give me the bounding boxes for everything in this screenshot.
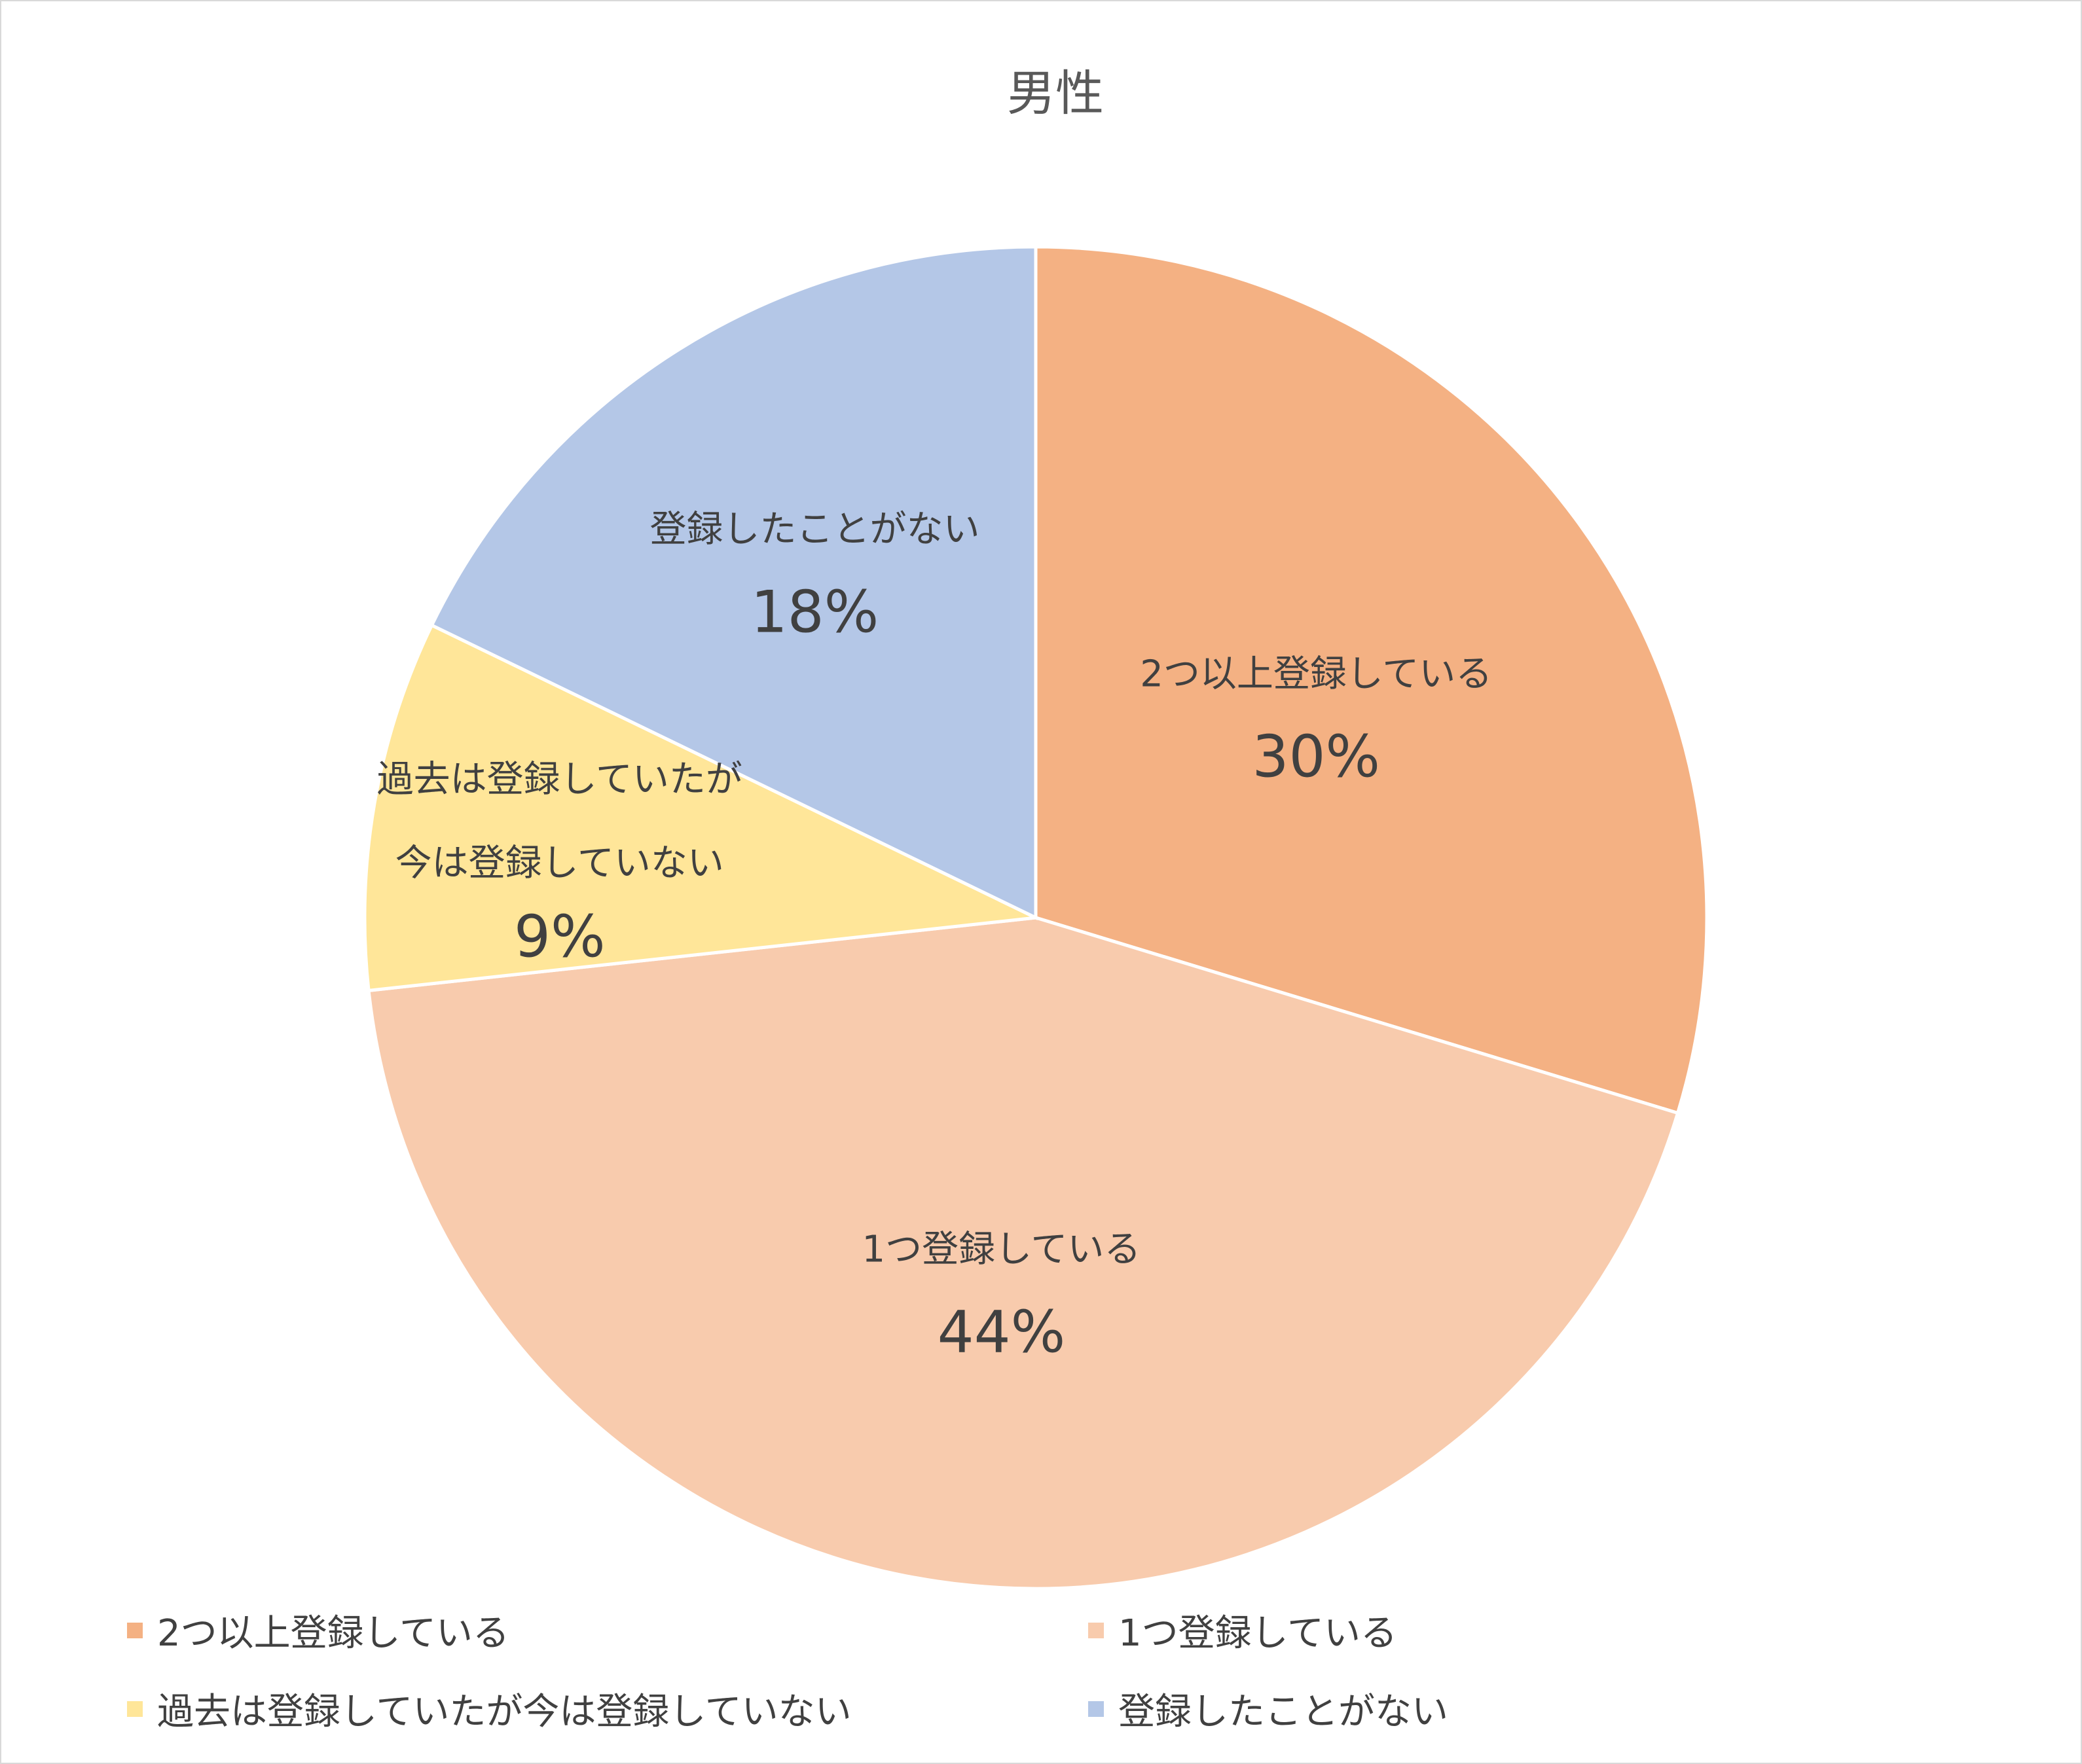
- data-label-percent-never: 18%: [751, 579, 879, 646]
- legend-label-never: 登録したことがない: [1118, 1691, 1448, 1733]
- legend-label-two-or-more: 2つ以上登録している: [157, 1612, 509, 1655]
- legend-item-previously: 過去は登録していたが今は登録していない: [127, 1682, 852, 1735]
- data-label-percent-previously: 9%: [514, 903, 606, 970]
- pie-data-labels: 2つ以上登録している 30% 1つ登録している 44% 過去は登録していたが今は登録して…: [377, 509, 1493, 1366]
- chart-title: 男性: [1007, 65, 1104, 122]
- pie-slice-one: [367, 916, 1680, 1591]
- legend-label-previously: 過去は登録していたが今は登録していない: [157, 1691, 852, 1733]
- legend-item-two-or-more: 2つ以上登録している: [127, 1604, 509, 1657]
- data-label-percent-one: 44%: [938, 1298, 1066, 1365]
- pie-slice-never: [429, 245, 1038, 920]
- legend-swatch-two-or-more: [127, 1622, 143, 1638]
- legend-item-never: 登録したことがない: [1088, 1682, 1448, 1735]
- data-label-name-never: 登録したことがない: [649, 509, 979, 551]
- pie-slice-previously: [363, 622, 1042, 993]
- legend-swatch-one: [1088, 1622, 1104, 1638]
- pie-slice-two-or-more: [1034, 245, 1709, 1115]
- pie-slices: [363, 245, 1709, 1591]
- data-label-percent-two-or-more: 30%: [1252, 723, 1380, 791]
- legend-swatch-previously: [127, 1701, 143, 1717]
- data-label-name-one: 1つ登録している: [862, 1228, 1141, 1270]
- data-label-name-two-or-more: 2つ以上登録している: [1140, 653, 1492, 696]
- legend-label-one: 1つ登録している: [1118, 1612, 1397, 1655]
- legend-swatch-never: [1088, 1701, 1104, 1717]
- data-label-name-previously-line-1: 過去は登録していたが: [377, 758, 742, 801]
- legend-item-one: 1つ登録している: [1088, 1604, 1397, 1657]
- data-label-name-previously-line-2: 今は登録していない: [395, 842, 724, 884]
